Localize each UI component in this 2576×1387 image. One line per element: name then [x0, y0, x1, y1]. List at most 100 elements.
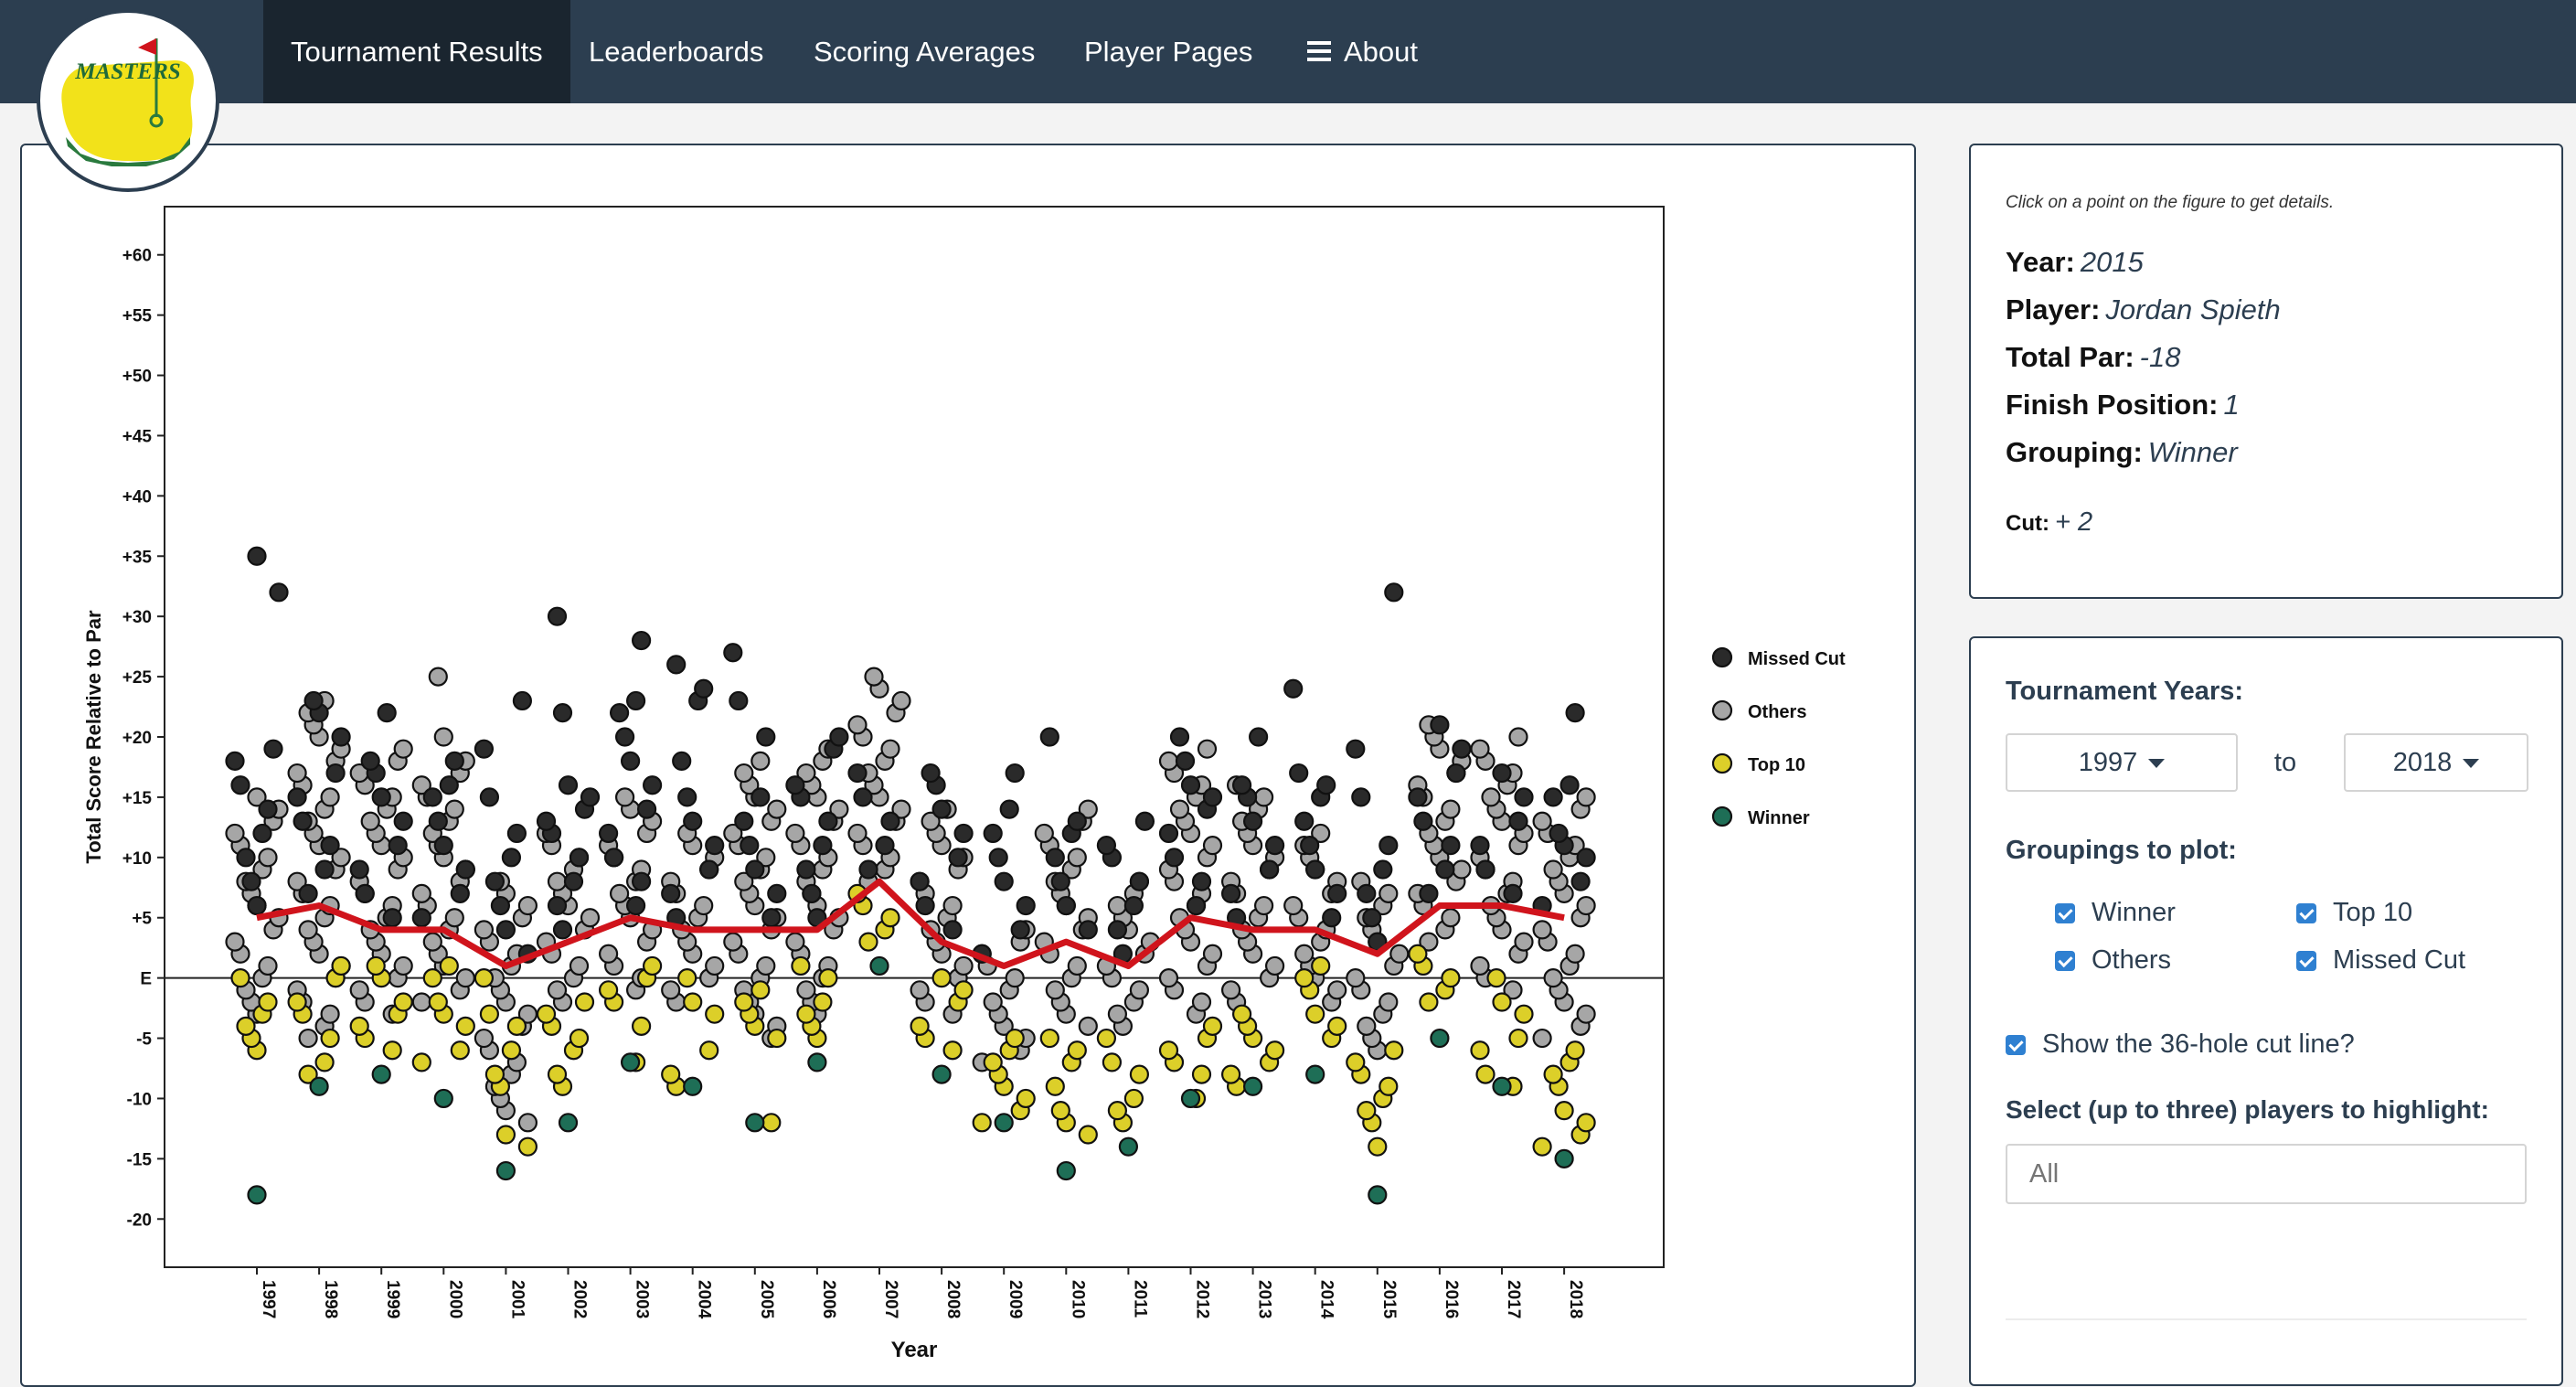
year-from-select[interactable]: 1997 [2006, 733, 2238, 792]
point-top10 [1096, 1028, 1117, 1049]
point-others [880, 739, 900, 759]
point-top10 [1419, 992, 1439, 1012]
checkbox-cut-line[interactable]: Show the 36-hole cut line? [2006, 1030, 2355, 1060]
checkbox-others[interactable]: Others [2055, 945, 2171, 976]
point-others [1532, 920, 1552, 940]
highlight-players-label: Select (up to three) players to highligh… [2006, 1095, 2489, 1124]
nav-player-pages[interactable]: Player Pages [1084, 36, 1253, 68]
point-top10 [642, 955, 663, 976]
details-cut: Cut: + 2 [2006, 507, 2527, 538]
checkbox-top10[interactable]: Top 10 [2296, 898, 2412, 928]
point-top10 [1357, 1101, 1377, 1121]
point-missed-cut [609, 703, 630, 723]
point-winner [745, 1113, 765, 1133]
point-missed-cut [1492, 763, 1512, 784]
point-winner [620, 1052, 641, 1072]
x-tick-label: 2015 [1379, 1280, 1399, 1319]
point-missed-cut [1050, 871, 1070, 891]
point-others [1311, 823, 1331, 844]
point-missed-cut [740, 836, 760, 856]
point-top10 [858, 932, 878, 952]
checkbox-winner[interactable]: Winner [2055, 898, 2176, 928]
point-others [225, 932, 245, 952]
y-tick-label: +30 [122, 608, 152, 627]
point-others [1197, 739, 1218, 759]
point-missed-cut [320, 836, 340, 856]
checkbox-checked-icon [2055, 951, 2075, 972]
point-missed-cut [371, 787, 391, 807]
point-missed-cut [552, 703, 573, 723]
point-others [349, 980, 369, 1000]
checkbox-checked-icon [2296, 951, 2316, 972]
point-missed-cut [450, 883, 470, 903]
point-top10 [1486, 968, 1506, 988]
point-top10 [767, 1028, 787, 1049]
point-missed-cut [225, 751, 245, 771]
y-tick-label: +55 [122, 307, 153, 326]
point-others [474, 1028, 494, 1049]
scatter-chart[interactable]: +60 +55 +50 +45 +40 +35 +30 +25 +20 +15 +10 +5 E -5 -1… [22, 145, 1914, 1385]
point-top10 [1532, 1136, 1552, 1157]
point-top10 [258, 992, 278, 1012]
point-others [891, 799, 911, 819]
point-missed-cut [1248, 727, 1269, 747]
point-others [1378, 992, 1399, 1012]
point-others [705, 955, 725, 976]
x-tick-label: 2007 [881, 1280, 900, 1318]
point-missed-cut [853, 787, 873, 807]
point-top10 [1016, 1088, 1036, 1109]
player-label: Player: [2006, 293, 2101, 325]
point-missed-cut [1452, 739, 1472, 759]
total-par-label: Total Par: [2006, 341, 2134, 373]
point-others [444, 908, 464, 928]
point-missed-cut [382, 908, 402, 928]
point-missed-cut [1191, 871, 1212, 891]
point-missed-cut [563, 871, 584, 891]
point-missed-cut [247, 546, 267, 566]
point-missed-cut [1175, 751, 1196, 771]
point-top10 [569, 1028, 590, 1049]
point-missed-cut [512, 690, 533, 711]
point-top10 [331, 955, 351, 976]
y-tick-label: +20 [122, 729, 152, 748]
point-top10 [517, 1136, 538, 1157]
point-others [1005, 968, 1025, 988]
point-missed-cut [1096, 836, 1117, 856]
checkbox-missed-cut[interactable]: Missed Cut [2296, 945, 2465, 976]
nav-tournament-results[interactable]: Tournament Results [263, 0, 570, 103]
point-missed-cut [1475, 859, 1496, 880]
point-top10 [631, 1016, 652, 1036]
point-others [1514, 932, 1534, 952]
point-top10 [734, 992, 754, 1012]
player-highlight-input[interactable] [2006, 1144, 2527, 1204]
year-to-select[interactable]: 2018 [2344, 733, 2528, 792]
nav-about[interactable]: About [1280, 0, 1445, 103]
point-missed-cut [1549, 823, 1569, 844]
point-top10 [1492, 992, 1512, 1012]
point-top10 [931, 968, 952, 988]
point-others [411, 883, 431, 903]
point-top10 [484, 1064, 506, 1084]
point-others [1378, 883, 1399, 903]
nav-leaderboards[interactable]: Leaderboards [589, 36, 764, 68]
point-missed-cut [661, 883, 681, 903]
masters-logo[interactable]: MASTERS [37, 9, 219, 192]
cut-label: Cut: [2006, 511, 2049, 536]
nav-scoring-averages[interactable]: Scoring Averages [814, 36, 1036, 68]
point-missed-cut [829, 727, 849, 747]
point-missed-cut [796, 859, 816, 880]
point-others [1107, 1004, 1128, 1024]
point-winner [1492, 1076, 1512, 1096]
point-missed-cut [921, 763, 941, 784]
point-missed-cut [1010, 920, 1030, 940]
point-others [331, 848, 351, 868]
point-missed-cut [580, 787, 601, 807]
point-top10 [1346, 1052, 1366, 1072]
point-winner [683, 1076, 703, 1096]
point-top10 [506, 1016, 527, 1036]
point-winner [371, 1064, 391, 1084]
point-missed-cut [1164, 848, 1185, 868]
point-top10 [422, 968, 442, 988]
y-axis-label: Total Score Relative to Par [82, 610, 105, 864]
point-others [723, 932, 743, 952]
